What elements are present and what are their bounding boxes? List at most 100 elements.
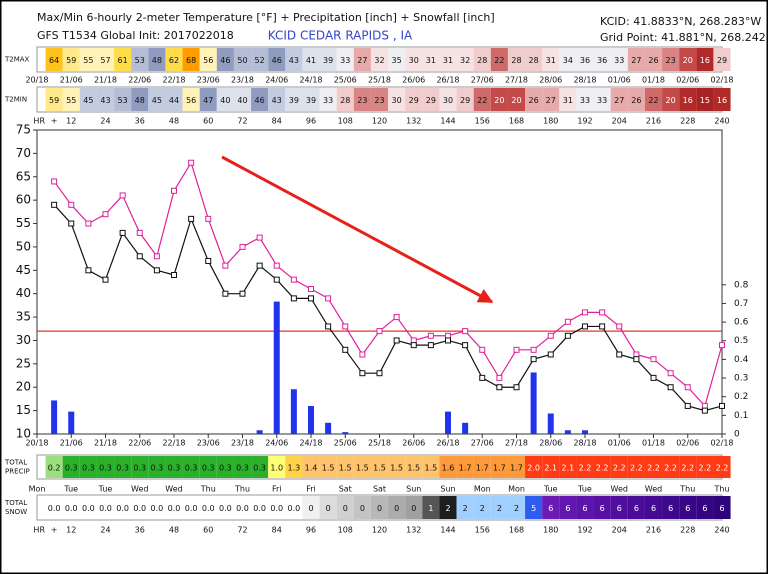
cell-value: 29 (717, 56, 727, 65)
temp-marker (205, 257, 212, 264)
hr-tick: 84 (272, 526, 282, 535)
cell-value: 22 (477, 96, 487, 105)
day-label: Wed (131, 485, 148, 494)
cell (713, 48, 731, 71)
y2-tick-label: 0.3 (734, 374, 748, 384)
precip-bar (256, 430, 263, 434)
cell (199, 88, 217, 111)
temp-marker (325, 295, 332, 302)
cell-value: 1.5 (390, 464, 403, 473)
hr-tick: 168 (509, 526, 524, 535)
cell (507, 496, 526, 519)
cell-value: 59 (66, 56, 76, 65)
temp-marker (222, 262, 229, 269)
cell-value: 22 (494, 56, 504, 65)
cell-value: 2.2 (579, 464, 592, 473)
hr-tick: 108 (338, 117, 353, 126)
x-tick-label: 21/18 (94, 439, 117, 448)
cell (559, 456, 577, 478)
date-label: 02/18 (710, 76, 733, 85)
temp-marker (547, 351, 554, 358)
temp-marker (85, 267, 92, 274)
cell-value: 52 (255, 56, 265, 65)
y-tick-label: 60 (16, 193, 31, 207)
temp-marker (325, 323, 332, 330)
temp-marker (153, 267, 160, 274)
cell (662, 456, 680, 478)
cell (62, 48, 80, 71)
x-tick-label: 27/06 (471, 439, 494, 448)
hr-tick: 168 (509, 117, 524, 126)
precip-bar (290, 389, 297, 434)
date-label: 28/18 (573, 76, 596, 85)
temp-marker (564, 332, 571, 339)
cell-value: 0.3 (65, 464, 78, 473)
cell (319, 48, 337, 71)
cell (696, 88, 714, 111)
cell (473, 48, 491, 71)
day-label: Tue (63, 485, 78, 494)
hr-tick: 144 (440, 117, 455, 126)
cell (662, 496, 680, 519)
cell-value: 56 (186, 96, 196, 105)
temp-marker (171, 187, 177, 194)
precip-bar (308, 406, 314, 434)
temp-marker (51, 178, 58, 185)
cell-value: 1.0 (270, 464, 283, 473)
cell (216, 456, 234, 478)
hr-tick: 120 (372, 526, 387, 535)
cell-value: 0.3 (116, 464, 129, 473)
cell (473, 88, 491, 111)
hr-tick: 192 (577, 526, 592, 535)
cell (507, 88, 526, 111)
temp-marker (633, 356, 640, 363)
cell-value: 2.2 (716, 464, 729, 473)
cell-value: 0.0 (99, 504, 112, 513)
cell (131, 48, 149, 71)
hr-tick: 36 (135, 526, 145, 535)
cell (696, 496, 714, 519)
cell-value: 0.0 (168, 504, 181, 513)
cell (251, 456, 269, 478)
date-label: 01/18 (642, 76, 665, 85)
cell (627, 496, 645, 519)
cell (713, 496, 731, 519)
cell-value: 40 (237, 96, 247, 105)
cell (525, 88, 543, 111)
x-tick-label: 26/18 (436, 439, 459, 448)
cell-value: 23 (374, 96, 384, 105)
hr-tick: 84 (272, 117, 282, 126)
hr-tick: 60 (203, 526, 213, 535)
y2-tick-label: 0.6 (734, 318, 749, 328)
cell (96, 48, 115, 71)
temp-marker (410, 342, 417, 349)
hr-tick: 96 (306, 526, 316, 535)
temp-marker (445, 337, 451, 344)
cell-value: 31 (443, 56, 453, 65)
temp-marker (102, 211, 109, 218)
date-label: 22/18 (162, 76, 185, 85)
cell-value: 16 (700, 56, 710, 65)
cell-value: 22 (648, 96, 658, 105)
x-tick-label: 01/06 (608, 439, 631, 448)
hr-tick: 96 (306, 117, 316, 126)
cell (182, 496, 200, 519)
cell-value: 0.0 (219, 504, 232, 513)
y-tick-label: 40 (16, 286, 31, 300)
cell-value: 31 (546, 56, 556, 65)
temp-marker (393, 337, 400, 344)
cell (268, 88, 286, 111)
hr-tick: 60 (203, 117, 213, 126)
cell-value: 20 (666, 96, 676, 105)
cell-value: 30 (409, 56, 419, 65)
y2-tick-label: 0.7 (734, 299, 748, 309)
cell-value: 29 (460, 96, 470, 105)
x-tick-label: 02/06 (676, 439, 699, 448)
cell-value: 46 (272, 56, 282, 65)
temp-marker (222, 290, 229, 297)
cell (114, 456, 132, 478)
x-tick-label: 02/18 (710, 439, 733, 448)
cell-value: 1.5 (339, 464, 352, 473)
cell-value: 2.2 (664, 464, 677, 473)
cell-value: 33 (580, 96, 590, 105)
